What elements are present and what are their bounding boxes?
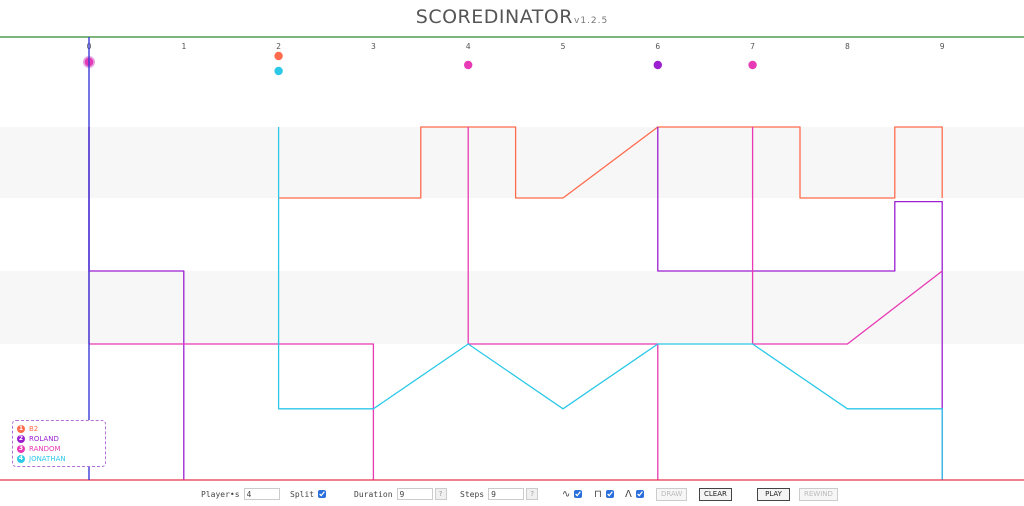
player-path <box>467 127 659 480</box>
steps-label: Steps <box>460 489 485 499</box>
start-marker[interactable] <box>748 60 757 70</box>
split-checkbox[interactable] <box>318 490 327 498</box>
curve-icon: ∿ <box>562 488 571 500</box>
rewind-button[interactable]: REWIND <box>799 488 838 501</box>
steps-help-button[interactable]: ? <box>526 488 539 500</box>
tick-label: 7 <box>750 42 755 51</box>
start-marker[interactable] <box>653 60 662 70</box>
lane-band <box>0 127 1024 198</box>
tick-label: 8 <box>845 42 850 51</box>
duration-input[interactable] <box>396 488 433 500</box>
players-legend: 1 B2 2 ROLAND 3 RANDOM 4 JONATHAN <box>12 420 106 467</box>
player-path <box>751 127 943 345</box>
play-button[interactable]: PLAY <box>757 488 790 501</box>
split-control: Split <box>290 485 327 503</box>
triangle-control: Λ <box>625 485 644 503</box>
legend-player-name: ROLAND <box>29 435 59 443</box>
tick-label: 9 <box>940 42 945 51</box>
start-marker[interactable] <box>274 51 283 61</box>
tick-label: 5 <box>561 42 566 51</box>
tick-label: 6 <box>655 42 660 51</box>
legend-player-name: JONATHAN <box>29 455 66 463</box>
steps-control: Steps ? <box>460 485 539 503</box>
tick-label: 1 <box>181 42 186 51</box>
duration-help-button[interactable]: ? <box>434 488 447 500</box>
legend-player-name: B2 <box>29 425 39 433</box>
players-control: Player•s <box>201 485 280 503</box>
tick-label: 2 <box>276 42 281 51</box>
square-wave-icon: ⊓ <box>594 488 602 500</box>
legend-item: 2 ROLAND <box>17 434 101 444</box>
tick-label: 4 <box>466 42 471 51</box>
legend-number-badge: 1 <box>17 425 25 433</box>
start-marker[interactable] <box>464 60 473 70</box>
lane-band <box>0 271 1024 344</box>
players-label: Player•s <box>201 489 240 499</box>
legend-item: 3 RANDOM <box>17 444 101 454</box>
start-marker[interactable] <box>274 66 283 76</box>
curve-control: ∿ <box>562 485 583 503</box>
tick-label: 3 <box>371 42 376 51</box>
split-label: Split <box>290 489 315 499</box>
app-title-text: SCOREDINATOR <box>415 6 573 28</box>
controls-bar: Player•s Split Duration ? Steps ? ∿ ⊓ Λ … <box>0 485 1024 505</box>
steps-input[interactable] <box>488 488 525 500</box>
duration-control: Duration ? <box>354 485 447 503</box>
curve-checkbox[interactable] <box>574 490 583 498</box>
legend-number-badge: 2 <box>17 435 25 443</box>
player-path <box>657 127 943 480</box>
app-title: SCOREDINATORv1.2.5 <box>0 6 1024 28</box>
duration-label: Duration <box>354 489 393 499</box>
lane-bands <box>0 127 1024 344</box>
legend-item: 4 JONATHAN <box>17 454 101 464</box>
clear-button[interactable]: CLEAR <box>699 488 732 501</box>
start-markers <box>83 51 757 76</box>
legend-player-name: RANDOM <box>29 445 61 453</box>
timeline-ticks: 0123456789 <box>87 42 945 51</box>
legend-number-badge: 4 <box>17 455 25 463</box>
legend-number-badge: 3 <box>17 445 25 453</box>
players-input[interactable] <box>243 488 280 500</box>
triangle-wave-icon: Λ <box>625 488 632 500</box>
square-control: ⊓ <box>594 485 614 503</box>
triangle-checkbox[interactable] <box>635 490 644 498</box>
draw-button[interactable]: DRAW <box>656 488 688 501</box>
app-version: v1.2.5 <box>574 16 609 26</box>
player-path <box>277 127 943 480</box>
legend-item: 1 B2 <box>17 424 101 434</box>
square-checkbox[interactable] <box>605 490 614 498</box>
